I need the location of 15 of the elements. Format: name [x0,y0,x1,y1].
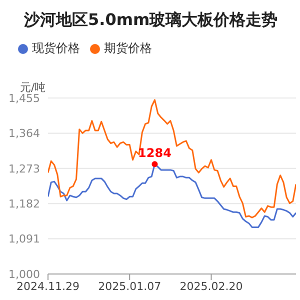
y-axis-title: 元/吨 [20,80,46,94]
legend-label: 期货价格 [104,41,152,55]
y-tick-label: 1,091 [8,232,40,246]
x-tick-label: 2025.01.07 [98,280,162,293]
data-label: 1284 [138,146,172,160]
y-tick-label: 1,364 [8,127,40,140]
x-tick-label: 2024.11.29 [16,280,80,293]
y-tick-label: 1,273 [8,162,40,176]
legend-label: 现货价格 [32,41,80,55]
line-series [48,99,296,218]
y-tick-label: 1,000 [8,268,40,281]
y-tick-label: 1,182 [8,198,40,211]
chart-title: 沙河地区5.0mm玻璃大板价格走势 [24,10,278,31]
x-tick-label: 2025.02.20 [180,280,243,293]
y-tick-label: 1,455 [8,92,40,105]
